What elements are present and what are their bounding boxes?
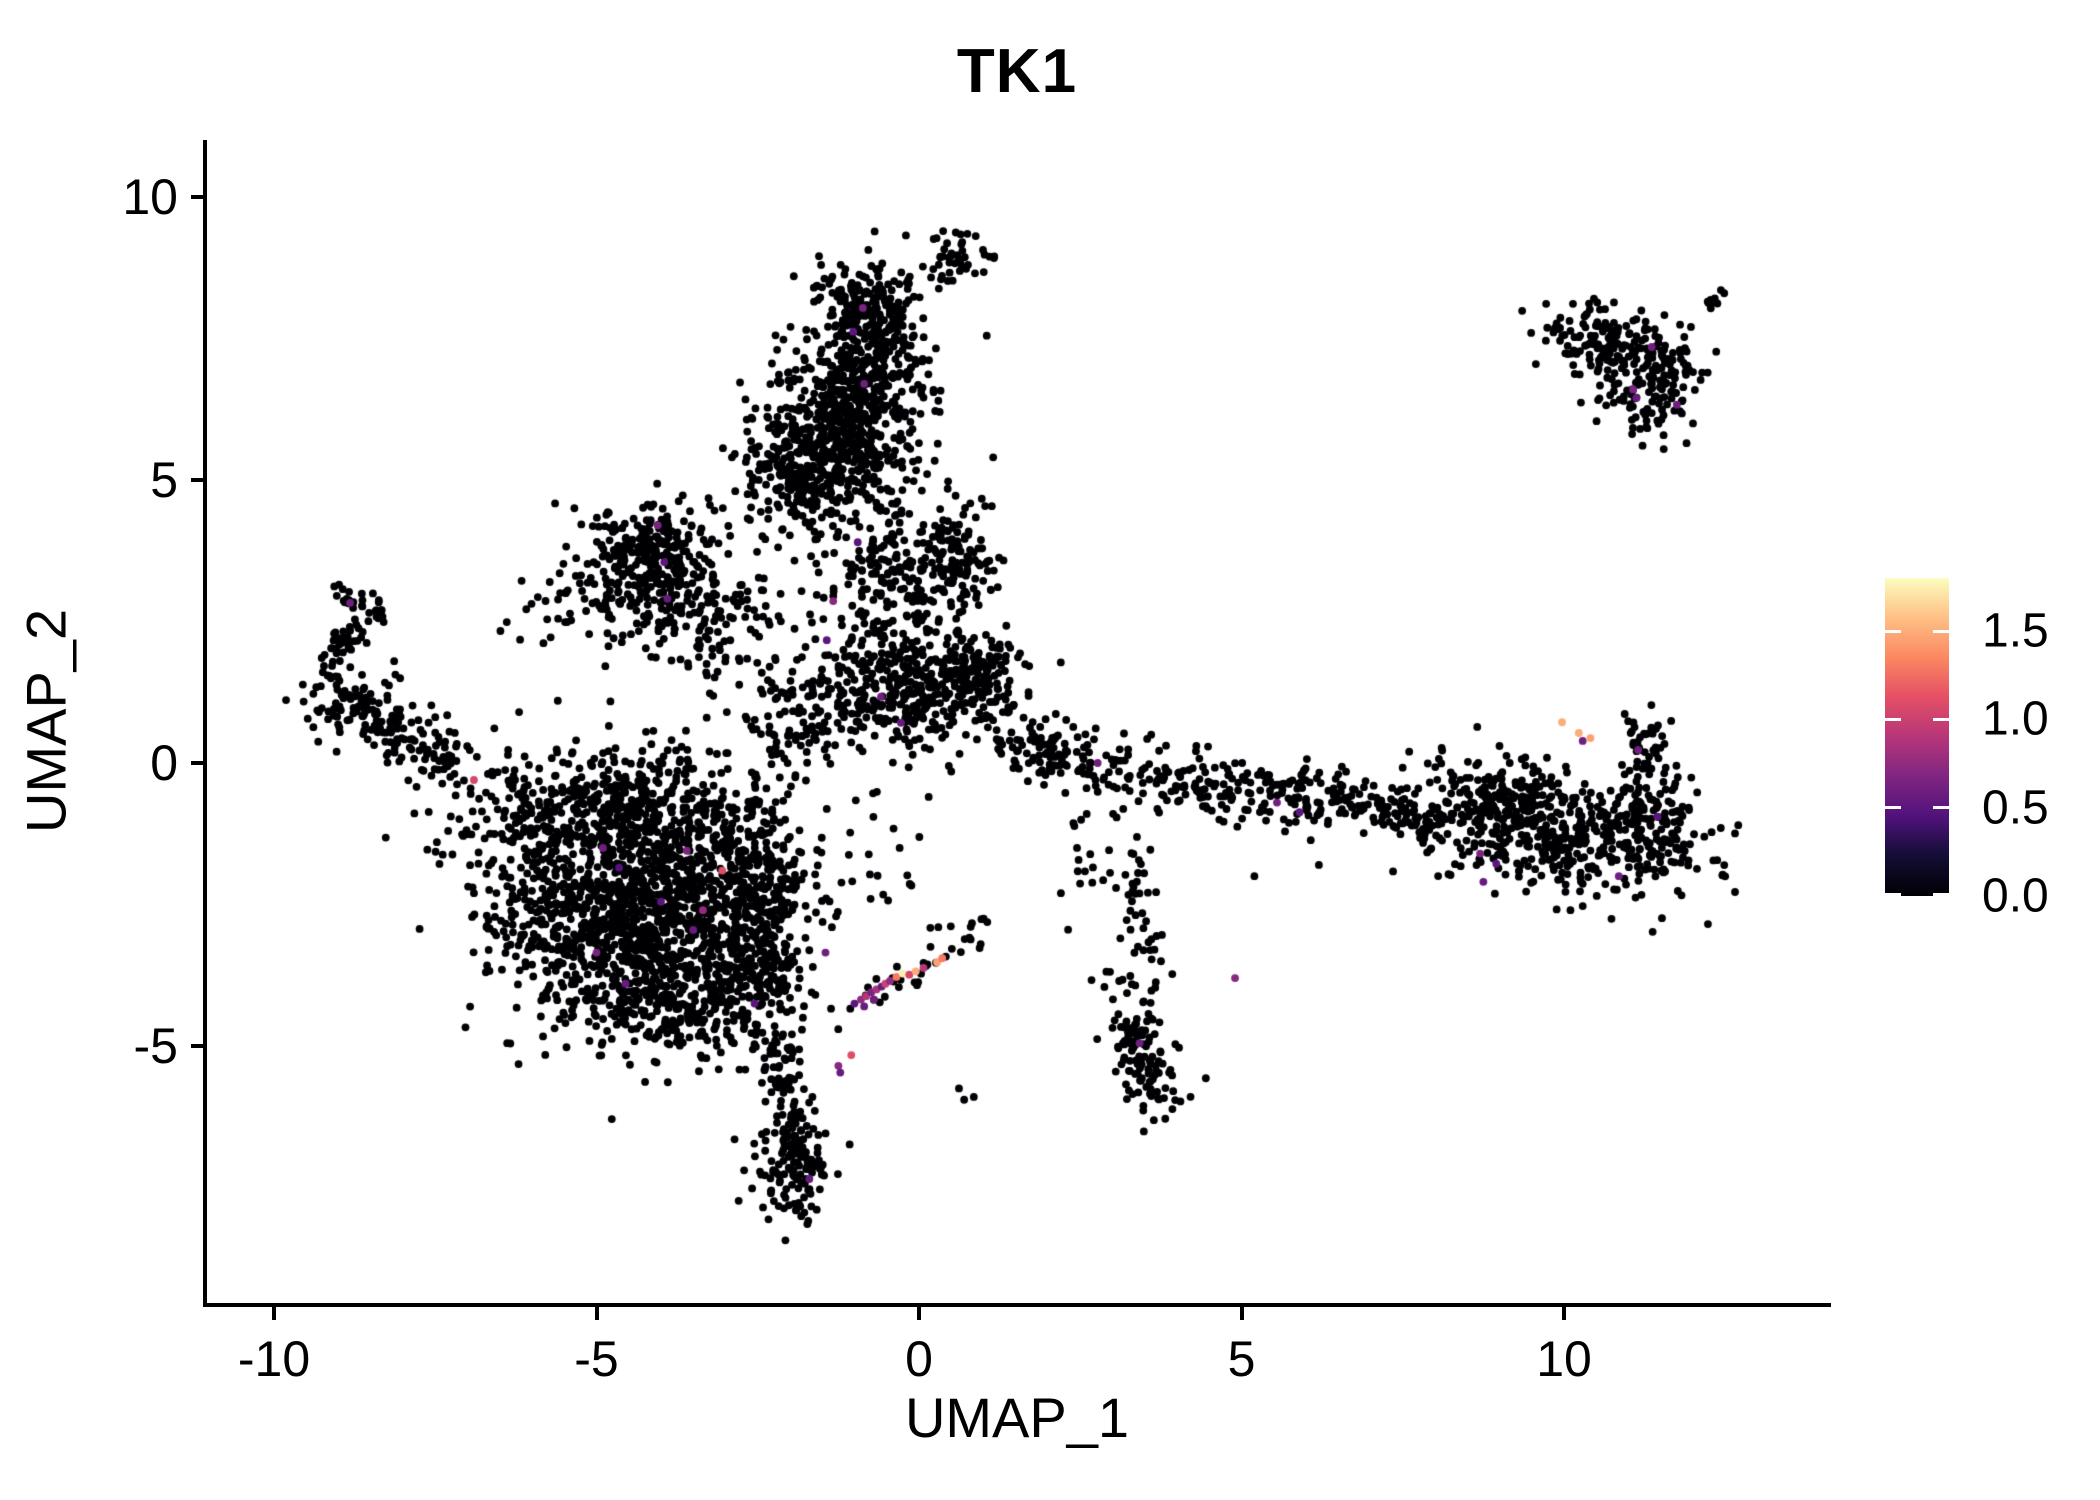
y-tick-label: 0 — [150, 735, 178, 791]
y-tick-mark — [191, 761, 204, 765]
legend-tick-label: 1.5 — [1982, 604, 2049, 658]
legend-tick-mark — [1885, 893, 1901, 896]
x-tick-mark — [272, 1307, 276, 1320]
legend-tick-label: 1.0 — [1982, 692, 2049, 746]
x-tick-label: 0 — [905, 1331, 933, 1387]
legend-tick-label: 0.0 — [1982, 869, 2049, 923]
x-tick-label: -10 — [237, 1331, 311, 1387]
x-tick-label: -5 — [574, 1331, 619, 1387]
legend-tick-mark — [1885, 629, 1901, 633]
x-tick-mark — [1562, 1307, 1566, 1320]
legend-tick-mark — [1933, 806, 1949, 810]
x-tick-label: 5 — [1227, 1331, 1256, 1387]
y-tick-label: 10 — [122, 169, 178, 225]
y-axis-line — [203, 140, 207, 1307]
y-tick-label: -5 — [133, 1018, 178, 1074]
y-tick-label: 5 — [150, 452, 178, 508]
legend-tick-mark — [1933, 717, 1949, 721]
x-tick-mark — [594, 1307, 599, 1320]
legend-tick-mark — [1885, 806, 1901, 810]
x-axis-title: UMAP_1 — [904, 1386, 1130, 1449]
legend-tick-mark — [1933, 629, 1949, 633]
legend-colorbar — [1885, 578, 1949, 896]
legend-tick-label: 0.5 — [1982, 781, 2049, 835]
legend-tick-mark — [1885, 717, 1901, 721]
legend-tick-mark — [1933, 893, 1949, 896]
x-tick-mark — [917, 1307, 921, 1320]
y-tick-mark — [191, 478, 204, 482]
y-tick-mark — [191, 195, 204, 199]
x-axis-line — [203, 1303, 1831, 1307]
y-tick-mark — [191, 1044, 204, 1048]
x-tick-mark — [1239, 1307, 1244, 1320]
y-axis-title: UMAP_2 — [14, 608, 78, 834]
x-tick-label: 10 — [1536, 1331, 1592, 1387]
